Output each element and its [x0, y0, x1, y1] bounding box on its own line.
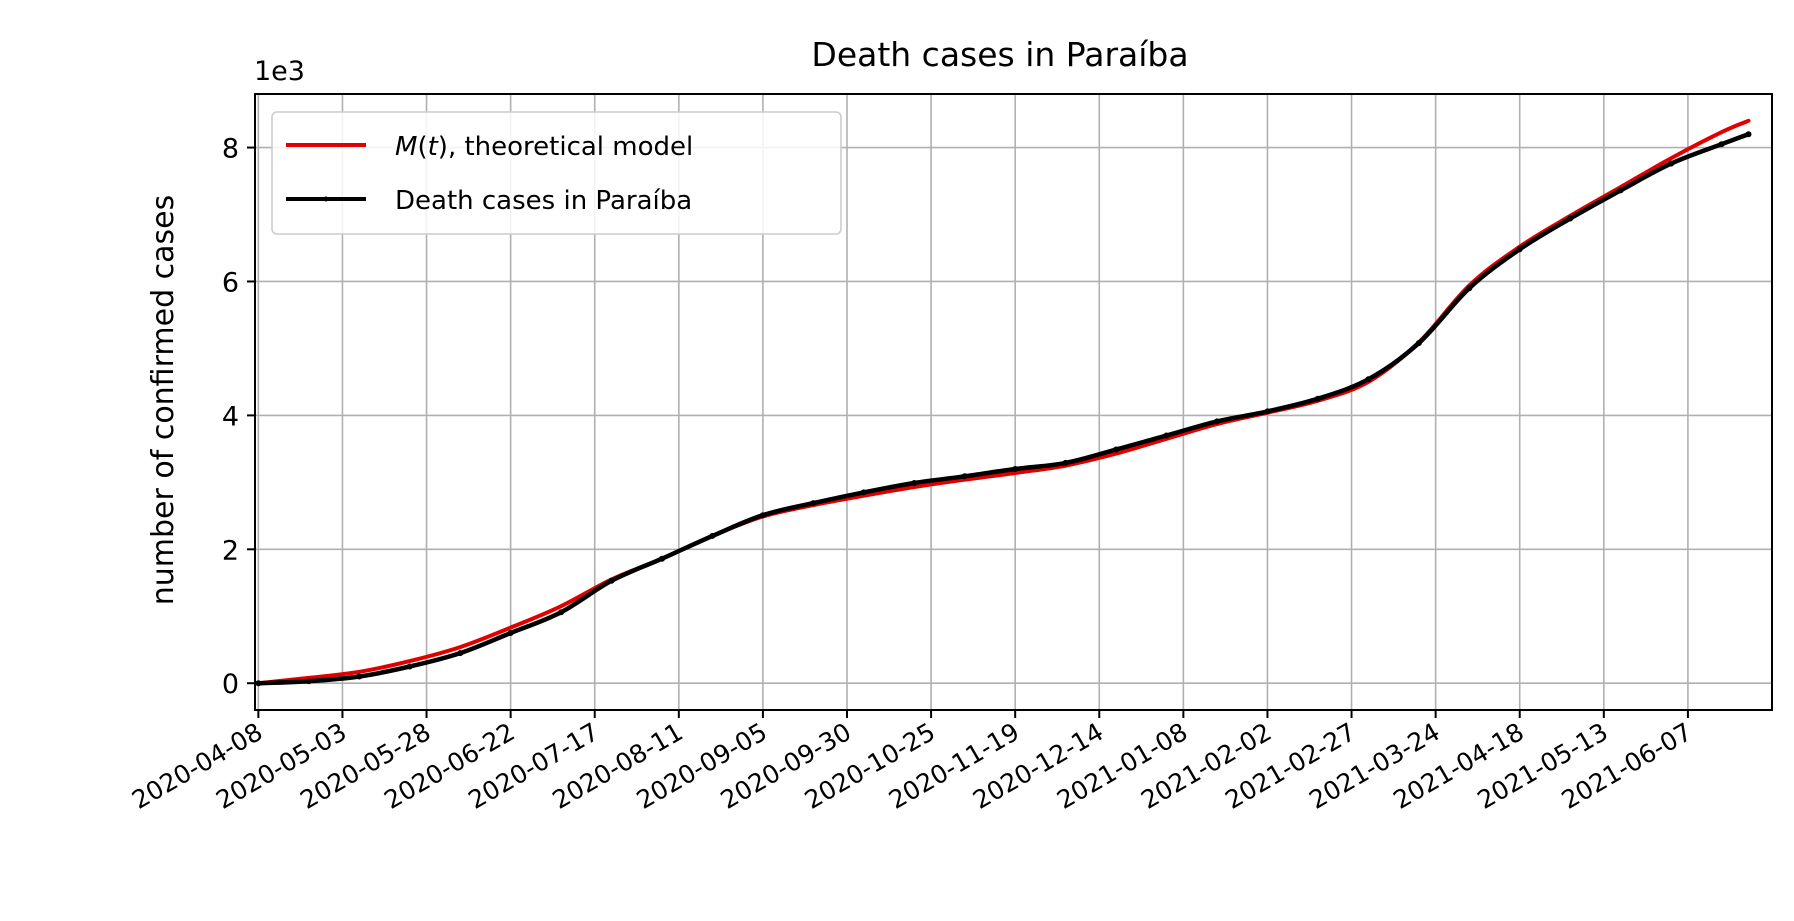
y-tick-label: 4: [222, 401, 239, 432]
data-point: [1314, 395, 1321, 402]
data-point: [608, 577, 615, 584]
data-point: [659, 555, 665, 562]
data-point: [709, 532, 716, 539]
data-point: [1415, 340, 1422, 347]
data-point: [1617, 187, 1624, 194]
data-point: [911, 480, 918, 486]
data-point: [1516, 246, 1523, 253]
data-point: [1745, 131, 1752, 138]
data-point: [1466, 285, 1473, 292]
y-axis-ticks: 0 2 4 6 8: [222, 134, 255, 700]
y-axis-label: number of confirmed cases: [146, 195, 181, 606]
x-axis-ticks: 2020-04-082020-05-032020-05-282020-06-22…: [127, 710, 1697, 815]
data-point: [860, 489, 867, 496]
legend: M(t), theoretical model Death cases in P…: [271, 111, 842, 235]
data-point: [457, 650, 464, 657]
legend-marker-observed: [323, 196, 329, 202]
plot-frame: [254, 93, 1773, 711]
data-point: [1163, 432, 1170, 439]
data-point: [1365, 376, 1372, 383]
y-tick-label: 0: [222, 669, 239, 700]
series-lines: [255, 118, 1752, 687]
chart-title: Death cases in Paraíba: [811, 35, 1188, 74]
data-point: [406, 663, 413, 670]
y-offset-label: 1e3: [254, 56, 305, 87]
data-point: [1567, 215, 1574, 222]
data-point: [1062, 459, 1069, 466]
y-tick-label: 6: [222, 267, 239, 298]
data-point: [961, 473, 968, 480]
y-tick-label: 8: [222, 134, 239, 165]
data-point: [356, 673, 363, 680]
data-point: [255, 680, 262, 687]
data-point: [1012, 466, 1019, 472]
data-point: [305, 678, 312, 685]
data-point: [1718, 141, 1725, 148]
y-tick-label: 2: [222, 535, 239, 566]
data-point: [507, 630, 514, 636]
legend-label-observed: Death cases in Paraíba: [395, 186, 692, 216]
legend-box: [271, 111, 842, 235]
data-point: [1668, 160, 1675, 167]
data-point: [558, 609, 565, 616]
data-point: [1264, 408, 1271, 415]
data-point: [810, 500, 817, 507]
data-point: [759, 512, 766, 519]
data-point: [1113, 446, 1120, 453]
data-point: [1214, 418, 1220, 425]
legend-label-model: M(t), theoretical model: [395, 132, 693, 162]
